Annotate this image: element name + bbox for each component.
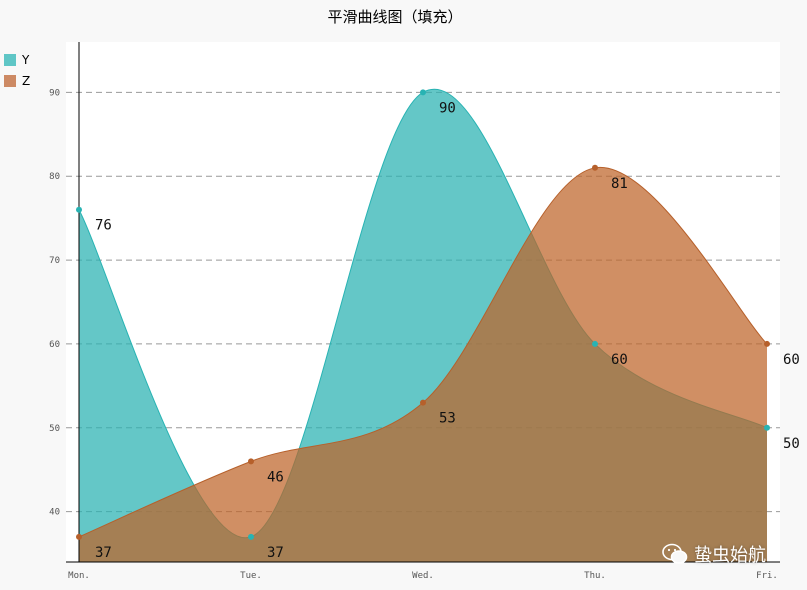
x-tick-label-0: Mon. [68, 571, 90, 581]
value-label-y-1: 37 [267, 545, 284, 561]
point-z-3 [592, 164, 598, 171]
point-y-4 [764, 424, 770, 431]
line-z [78, 167, 768, 538]
y-tick-label-60: 60 [49, 340, 60, 350]
legend-swatch-z [4, 75, 16, 87]
legend-label-z: Z [22, 74, 31, 88]
value-label-y-0: 76 [95, 218, 112, 234]
point-y-3 [592, 340, 598, 347]
watermark: 蛰虫始航 [662, 541, 766, 567]
chart-title: 平滑曲线图（填充） [327, 8, 463, 26]
point-y-0 [76, 206, 82, 213]
legend-label-y: Y [22, 53, 30, 67]
y-tick-label-50: 50 [49, 424, 60, 434]
legend-item-y[interactable]: Y [4, 50, 30, 70]
value-label-z-4: 60 [783, 352, 800, 368]
y-tick-label-90: 90 [49, 88, 60, 98]
point-z-4 [764, 340, 770, 347]
point-z-0 [76, 533, 82, 540]
y-tick-label-80: 80 [49, 172, 60, 182]
legend: Y Z [4, 50, 30, 92]
point-layer [76, 89, 770, 540]
value-label-z-3: 81 [611, 176, 628, 192]
x-tick-label-3: Thu. [584, 571, 606, 581]
value-label-z-2: 53 [439, 411, 456, 427]
point-y-2 [420, 89, 426, 96]
legend-item-z[interactable]: Z [4, 71, 30, 91]
value-label-y-4: 50 [783, 436, 800, 452]
point-z-1 [248, 458, 254, 465]
label-layer: 76 37 90 60 50 37 46 53 81 60 [95, 100, 800, 561]
value-label-z-0: 37 [95, 545, 112, 561]
y-tick-label-40: 40 [49, 508, 60, 518]
point-y-1 [248, 533, 254, 540]
axis-layer: 40 50 60 70 80 90 Mon. Tue. Wed. Thu. Fri. [49, 42, 780, 581]
value-label-y-2: 90 [439, 100, 456, 116]
y-tick-label-70: 70 [49, 256, 60, 266]
legend-swatch-y [4, 54, 16, 66]
x-tick-label-1: Tue. [240, 571, 262, 581]
wechat-icon [662, 543, 688, 564]
x-tick-label-2: Wed. [412, 571, 434, 581]
x-tick-label-4: Fri. [756, 571, 778, 581]
point-z-2 [420, 399, 426, 406]
watermark-text: 蛰虫始航 [694, 545, 766, 566]
value-label-z-1: 46 [267, 469, 284, 485]
value-label-y-3: 60 [611, 352, 628, 368]
